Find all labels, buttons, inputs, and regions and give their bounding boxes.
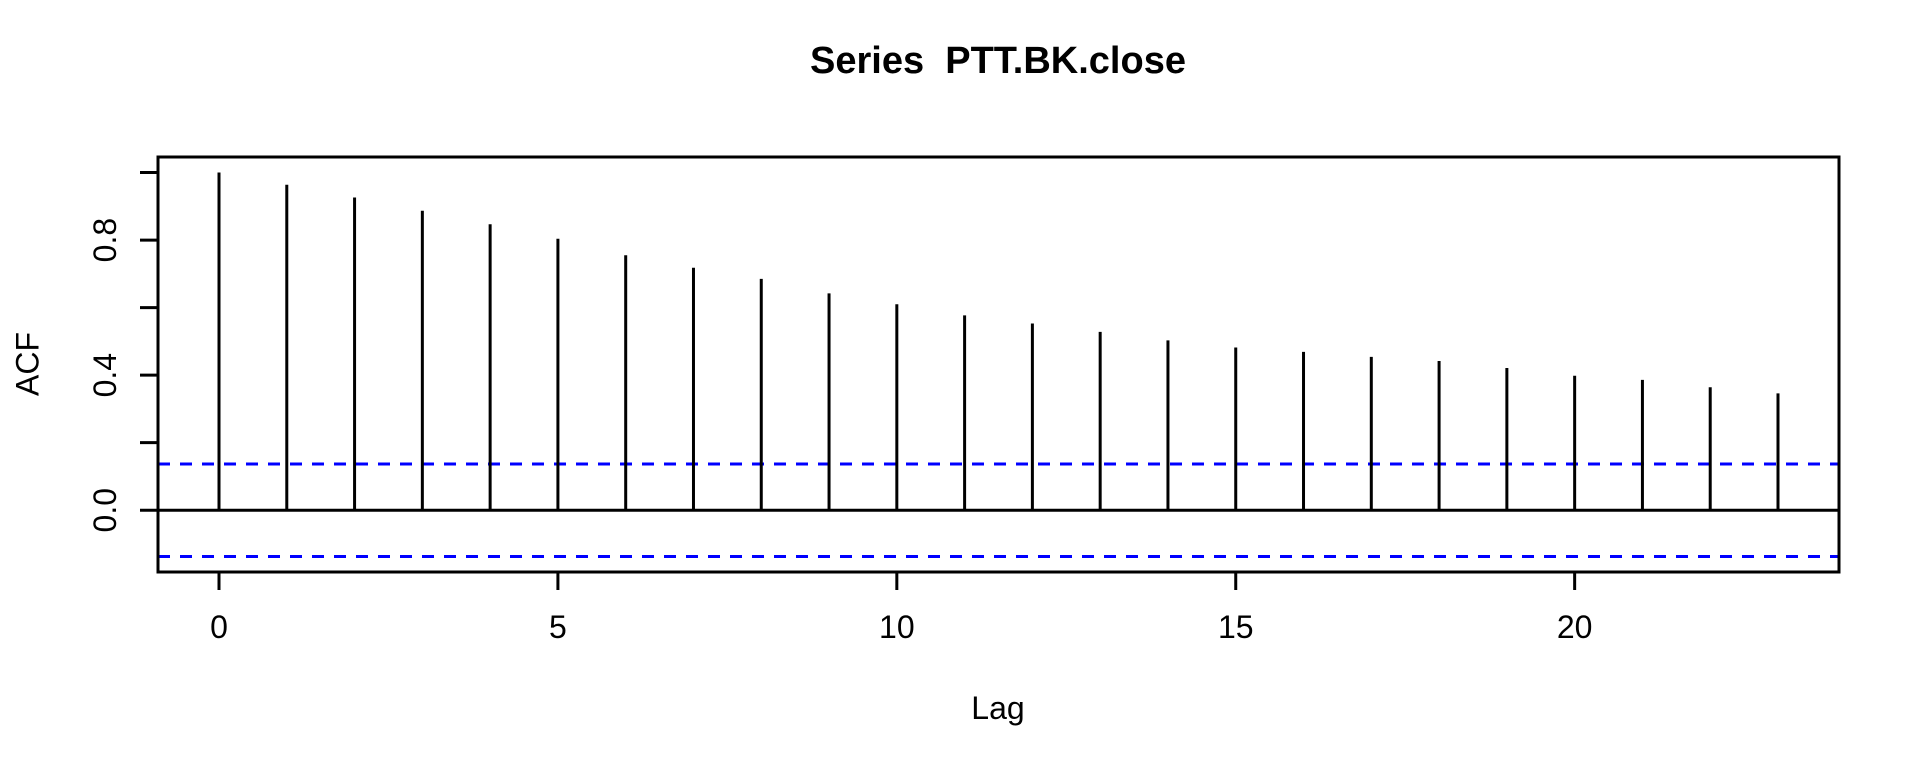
y-tick-label: 0.4 xyxy=(87,353,123,397)
x-tick-label: 0 xyxy=(210,609,228,645)
y-tick-label: 0.0 xyxy=(87,488,123,532)
x-tick-label: 15 xyxy=(1218,609,1254,645)
plot-box xyxy=(156,155,1841,574)
y-axis-title: ACF xyxy=(9,332,46,396)
y-tick-label: 0.8 xyxy=(87,218,123,262)
chart-title: Series PTT.BK.close xyxy=(810,40,1186,82)
x-axis-title: Lag xyxy=(971,690,1025,726)
x-tick-label: 5 xyxy=(549,609,567,645)
x-tick-label: 10 xyxy=(879,609,915,645)
x-tick-label: 20 xyxy=(1557,609,1593,645)
